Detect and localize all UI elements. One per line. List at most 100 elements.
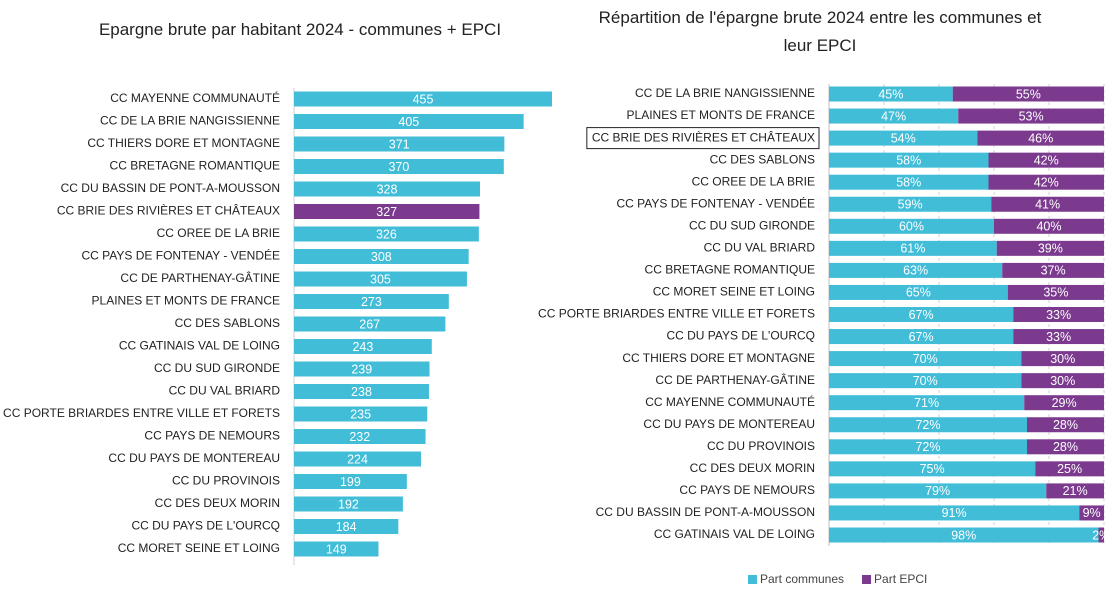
bar-segment (958, 108, 1104, 124)
value-label: 45% (878, 87, 903, 101)
bar (294, 114, 524, 129)
bar (294, 271, 467, 287)
value-label: 28% (1053, 418, 1078, 432)
y-tick-label: CC GATINAIS VAL DE LOING (119, 339, 280, 353)
value-label: 53% (1019, 109, 1044, 123)
value-label: 224 (347, 452, 368, 466)
y-tick-label: CC BRETAGNE ROMANTIQUE (110, 159, 280, 173)
bar (294, 294, 449, 309)
y-tick-label: CC MORET SEINE ET LOING (653, 285, 815, 299)
bar (294, 361, 430, 377)
bar-segment (1027, 417, 1104, 433)
bar-segment (829, 307, 1014, 322)
value-label: 328 (377, 182, 398, 196)
bar-segment (829, 527, 1099, 543)
value-label: 232 (349, 430, 370, 444)
value-label: 21% (1063, 484, 1088, 498)
value-label: 58% (896, 153, 921, 167)
value-label: 25% (1057, 462, 1082, 476)
bar (294, 249, 469, 264)
y-tick-label: CC DU PAYS DE L'OURCQ (666, 329, 815, 343)
y-tick-label: CC DU PROVINOIS (707, 439, 815, 453)
bar-segment (829, 417, 1027, 433)
y-tick-label: CC BRIE DES RIVIÈRES ET CHÂTEAUX (592, 129, 815, 144)
y-tick-label: PLAINES ET MONTS DE FRANCE (627, 108, 815, 122)
value-label: 2% (1092, 528, 1106, 542)
bar-segment (977, 130, 1104, 146)
bar-segment (829, 483, 1047, 499)
value-label: 70% (913, 374, 938, 388)
value-label: 46% (1028, 131, 1053, 145)
y-tick-label: CC DES DEUX MORIN (155, 496, 280, 510)
value-label: 199 (340, 475, 361, 489)
value-label: 75% (920, 462, 945, 476)
value-label: 9% (1083, 506, 1101, 520)
bar (294, 181, 480, 197)
bar-segment (829, 439, 1027, 455)
value-label: 29% (1052, 396, 1077, 410)
y-tick-label: CC MAYENNE COMMUNAUTÉ (110, 90, 280, 105)
value-label: 63% (903, 264, 928, 278)
bar-segment (1024, 395, 1104, 411)
bar (294, 474, 407, 489)
bar-segment (1021, 373, 1104, 389)
bar-segment (829, 152, 989, 168)
value-label: 39% (1038, 242, 1063, 256)
value-label: 326 (376, 227, 397, 241)
value-label: 72% (915, 440, 940, 454)
value-label: 238 (351, 385, 372, 399)
bar (294, 316, 446, 332)
bar-segment (1007, 284, 1104, 300)
value-label: 30% (1050, 374, 1075, 388)
y-tick-label: CC DU PAYS DE MONTEREAU (108, 451, 280, 465)
y-tick-label: CC PORTE BRIARDES ENTRE VILLE ET FORETS (538, 307, 815, 321)
y-tick-label: CC OREE DE LA BRIE (692, 174, 815, 188)
value-label: 70% (913, 352, 938, 366)
bar-segment (1098, 527, 1104, 543)
bar (294, 339, 432, 354)
value-label: 71% (914, 396, 939, 410)
y-tick-label: CC PAYS DE FONTENAY - VENDÉE (82, 248, 280, 263)
value-label: 79% (925, 484, 950, 498)
bar (294, 429, 426, 444)
value-label: 61% (900, 242, 925, 256)
value-label: 40% (1036, 220, 1061, 234)
y-tick-label: CC DU PROVINOIS (172, 474, 280, 488)
value-label: 267 (359, 317, 380, 331)
bar-segment (994, 218, 1104, 234)
bar (294, 91, 552, 107)
legend-swatch (862, 575, 872, 584)
value-label: 370 (388, 160, 409, 174)
bar (294, 136, 505, 152)
value-label: 67% (909, 330, 934, 344)
bar-segment (1027, 439, 1104, 455)
bar-segment (1002, 262, 1104, 278)
y-tick-label: CC DU BASSIN DE PONT-A-MOUSSON (596, 505, 815, 519)
value-label: 308 (371, 250, 392, 264)
bar-segment (1013, 307, 1104, 322)
bar-segment (829, 505, 1080, 521)
bar (294, 519, 399, 534)
value-label: 60% (899, 220, 924, 234)
value-label: 67% (909, 308, 934, 322)
legend-swatch (748, 575, 757, 584)
value-label: 30% (1050, 352, 1075, 366)
y-tick-label: PLAINES ET MONTS DE FRANCE (92, 294, 280, 308)
y-tick-label: CC DU PAYS DE MONTEREAU (643, 417, 815, 431)
value-label: 72% (915, 418, 940, 432)
bar (294, 451, 422, 467)
bar-segment (829, 174, 989, 190)
legend-label: Part communes (760, 572, 844, 586)
value-label: 41% (1035, 198, 1060, 212)
y-tick-label: CC DU PAYS DE L'OURCQ (131, 519, 280, 533)
y-tick-label: CC DU VAL BRIARD (704, 241, 816, 255)
bar (294, 204, 480, 219)
y-tick-label: CC GATINAIS VAL DE LOING (654, 527, 815, 541)
y-tick-label: CC DU SUD GIRONDE (689, 218, 815, 232)
bar-segment (991, 196, 1104, 212)
value-label: 149 (326, 542, 347, 556)
y-tick-label: CC DU BASSIN DE PONT-A-MOUSSON (61, 181, 280, 195)
bar (294, 159, 504, 174)
value-label: 42% (1034, 153, 1059, 167)
bar-segment (829, 284, 1008, 300)
